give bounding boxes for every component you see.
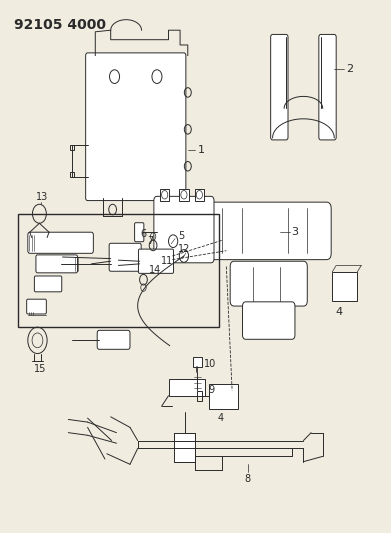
- FancyBboxPatch shape: [97, 330, 130, 349]
- Bar: [179, 189, 188, 200]
- FancyBboxPatch shape: [28, 232, 93, 253]
- Bar: [197, 391, 202, 401]
- FancyBboxPatch shape: [138, 249, 174, 273]
- Text: 12: 12: [178, 244, 190, 254]
- FancyBboxPatch shape: [332, 272, 357, 301]
- Text: 6: 6: [141, 229, 147, 239]
- FancyBboxPatch shape: [34, 276, 62, 292]
- FancyBboxPatch shape: [109, 243, 141, 271]
- Bar: [70, 145, 74, 150]
- FancyBboxPatch shape: [86, 53, 186, 200]
- Text: 13: 13: [36, 192, 48, 202]
- Text: 5: 5: [178, 231, 185, 241]
- FancyBboxPatch shape: [36, 255, 77, 273]
- FancyBboxPatch shape: [154, 196, 214, 263]
- FancyBboxPatch shape: [193, 357, 202, 367]
- Bar: [160, 189, 169, 200]
- Text: 14: 14: [149, 265, 161, 274]
- Text: 92105 4000: 92105 4000: [14, 18, 106, 31]
- Bar: [174, 433, 196, 462]
- FancyBboxPatch shape: [27, 299, 46, 314]
- Bar: [18, 214, 219, 327]
- Text: 10: 10: [204, 359, 217, 369]
- Text: 8: 8: [245, 474, 251, 484]
- Text: 11: 11: [161, 256, 173, 266]
- Text: 7: 7: [147, 236, 154, 246]
- Text: 4: 4: [336, 308, 343, 317]
- Text: 3: 3: [291, 227, 298, 237]
- Bar: [195, 189, 204, 200]
- Text: 1: 1: [197, 146, 204, 156]
- FancyBboxPatch shape: [209, 384, 238, 409]
- Text: 4: 4: [218, 414, 224, 423]
- FancyBboxPatch shape: [242, 302, 295, 340]
- FancyBboxPatch shape: [169, 379, 205, 395]
- FancyBboxPatch shape: [271, 35, 288, 140]
- Text: 2: 2: [346, 64, 353, 74]
- FancyBboxPatch shape: [319, 35, 336, 140]
- Text: 9: 9: [208, 385, 214, 395]
- FancyBboxPatch shape: [230, 261, 307, 306]
- FancyBboxPatch shape: [135, 223, 144, 241]
- Text: 15: 15: [34, 365, 46, 374]
- FancyBboxPatch shape: [199, 202, 331, 260]
- Bar: [70, 172, 74, 177]
